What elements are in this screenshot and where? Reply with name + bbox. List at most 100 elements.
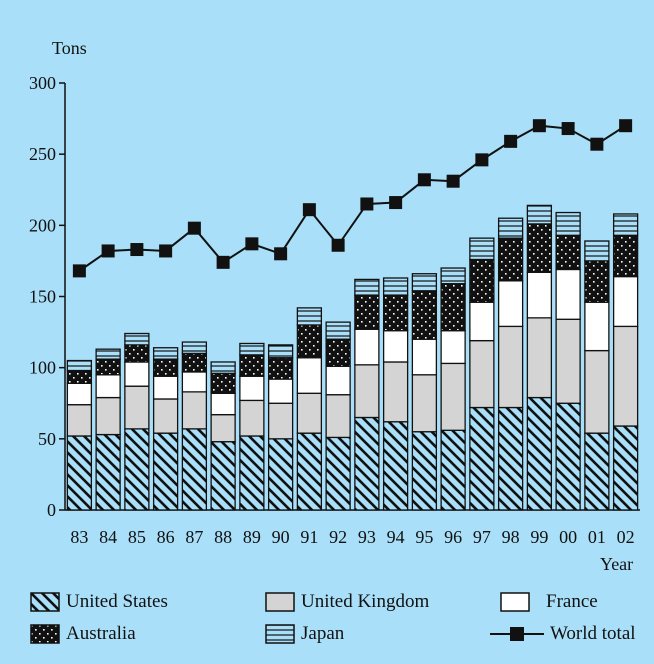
bar-segment-japan (124, 332, 150, 346)
bar-segment-australia (555, 234, 581, 271)
world-total-marker (72, 264, 86, 278)
bar-segment-united-states (440, 429, 466, 511)
bar-segment-australia (152, 358, 179, 377)
bar-segment-france (152, 375, 179, 400)
bar-segment-united-states (267, 438, 294, 511)
bar-segment-australia (584, 260, 610, 303)
bar-segment-france (612, 275, 639, 328)
legend-item-japan: Japan (265, 623, 344, 645)
legend-item-united-states: United States (30, 591, 168, 613)
bar-segment-australia (210, 372, 236, 394)
bar-segment-japan (354, 278, 380, 296)
world-total-marker (532, 119, 546, 133)
bar-segment-united-states (152, 432, 179, 511)
y-tick-label: 100 (29, 358, 56, 378)
bar-segment-france (382, 330, 409, 363)
bar-segment-australia (497, 237, 524, 282)
bar-segment-france (66, 382, 93, 406)
bar-segment-australia (469, 258, 495, 303)
bar-segment-australia (296, 324, 323, 359)
bar-segment-france (239, 375, 265, 402)
world-total-marker (274, 247, 288, 261)
bar-segment-japan (325, 321, 351, 340)
bar-segment-japan (95, 348, 121, 360)
world-total-marker (446, 174, 460, 188)
bar-segment-france (267, 378, 294, 404)
bar-segment-united-kingdom (239, 399, 265, 437)
bar-segment-japan (152, 347, 179, 360)
world-total-marker (389, 196, 403, 210)
bar-segment-japan (210, 361, 236, 375)
world-total-marker (216, 255, 230, 269)
bar-segment-united-kingdom (152, 398, 179, 434)
bar-segment-japan (526, 204, 553, 225)
bar-segment-japan (555, 211, 581, 236)
bar-segment-japan (440, 267, 466, 285)
bar-segment-united-kingdom (354, 364, 380, 419)
bar-segment-france (469, 301, 495, 342)
bar-segment-united-states (612, 425, 639, 511)
x-tick-label: 85 (128, 527, 146, 547)
y-tick-label: 0 (47, 500, 56, 520)
bar-segment-australia (325, 338, 351, 367)
bar-segment-australia (181, 352, 208, 373)
bar-segment-united-states (66, 435, 93, 511)
bar-segment-france (325, 365, 351, 396)
bar-segment-australia (239, 354, 265, 377)
line-marker-icon (490, 627, 544, 641)
x-tick-label: 95 (415, 527, 433, 547)
bar-segment-united-kingdom (469, 339, 495, 409)
bar-segment-japan (267, 344, 294, 359)
x-tick-label: 98 (502, 527, 520, 547)
bar-segment-united-states (411, 431, 438, 511)
bar-segment-france (526, 271, 553, 319)
bar-segment-united-kingdom (382, 361, 409, 423)
bar-segment-united-kingdom (95, 396, 121, 436)
lines-swatch-icon (265, 624, 295, 644)
bar-segment-united-kingdom (181, 391, 208, 430)
world-total-line (72, 119, 633, 278)
x-tick-label: 02 (617, 527, 635, 547)
bar-segment-australia (66, 369, 93, 384)
bar-segment-united-kingdom (296, 392, 323, 434)
legend-label: Australia (66, 623, 136, 644)
legend-label: United States (66, 591, 168, 612)
bar-segment-united-kingdom (584, 349, 610, 434)
world-total-marker (302, 203, 316, 217)
x-tick-label: 87 (185, 527, 203, 547)
axes: 0 50 100 150 200 250 300 83 84 85 86 87 88 89 90 91 92 93… (29, 73, 640, 547)
bar-segment-united-states (382, 421, 409, 511)
x-tick-label: 00 (559, 527, 577, 547)
x-tick-label: 94 (387, 527, 405, 547)
bar-segment-united-kingdom (66, 404, 93, 437)
bar-segment-japan (584, 240, 610, 262)
x-tick-label: 90 (272, 527, 290, 547)
legend-label: France (546, 591, 598, 612)
bar-segment-united-states (469, 406, 495, 511)
bar-segment-france (411, 338, 438, 376)
bar-segment-united-states (124, 428, 150, 511)
bar-segment-united-kingdom (440, 362, 466, 431)
bar-segment-united-states (584, 432, 610, 511)
world-total-marker (417, 173, 431, 187)
x-tick-label: 89 (243, 527, 261, 547)
bar-segment-france (95, 374, 121, 399)
bar-segment-japan (469, 237, 495, 261)
bar-segment-france (296, 357, 323, 394)
y-tick-label: 250 (29, 144, 56, 164)
bar-segment-france (181, 371, 208, 393)
legend-label: World total (550, 623, 636, 644)
bar-segment-france (440, 330, 466, 365)
world-total-marker (475, 153, 489, 167)
bar-segment-japan (181, 341, 208, 355)
bar-segment-united-states (555, 402, 581, 511)
x-tick-label: 96 (444, 527, 462, 547)
legend-item-united-kingdom: United Kingdom (265, 591, 429, 613)
bar-segment-united-kingdom (411, 374, 438, 433)
bar-segment-france (354, 328, 380, 366)
x-tick-label: 92 (329, 527, 347, 547)
bar-segment-france (124, 361, 150, 387)
x-tick-label: 01 (588, 527, 606, 547)
bar-segment-australia (526, 223, 553, 273)
